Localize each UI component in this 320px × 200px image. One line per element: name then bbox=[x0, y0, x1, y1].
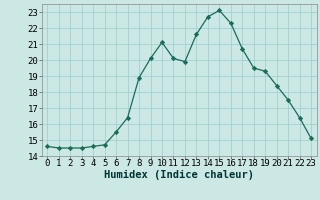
X-axis label: Humidex (Indice chaleur): Humidex (Indice chaleur) bbox=[104, 170, 254, 180]
